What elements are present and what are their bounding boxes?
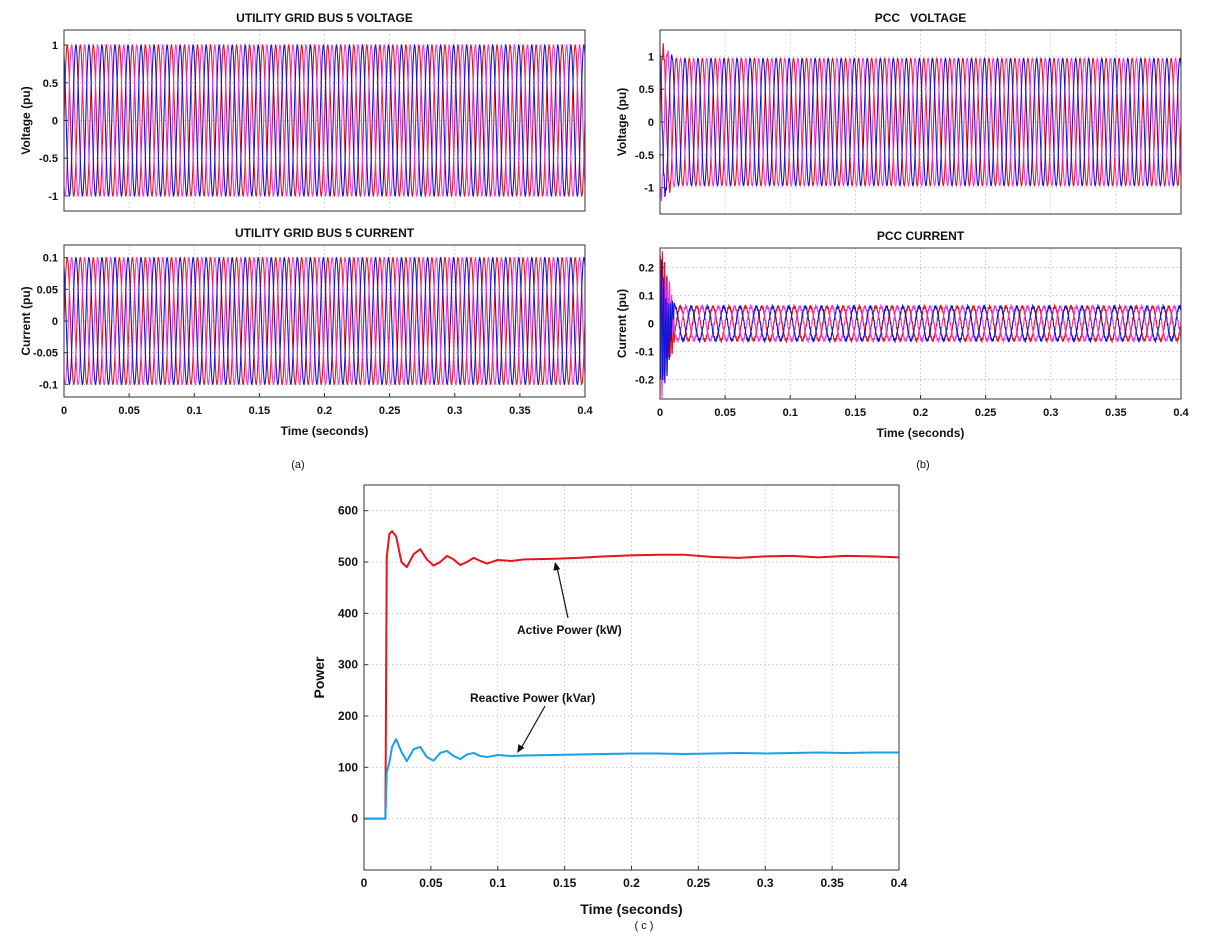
c_power-y-tick-label: 300 (338, 658, 358, 672)
a_voltage-y-tick-label: 0 (52, 116, 58, 128)
b_voltage-y-tick-label: -0.5 (635, 150, 654, 162)
a_current-y-tick-label: 0 (52, 316, 58, 328)
c_power-series-1-line (364, 530, 900, 820)
c_power-plot-border (363, 484, 900, 871)
a_current-caption: (a) (291, 459, 304, 471)
a_current-x-tick-label: 0.15 (249, 405, 270, 417)
c_power-x-tick-label: 0.25 (687, 876, 711, 890)
c_power-y-tick-label: 200 (338, 709, 358, 723)
c_power-x-tick-label: 0.4 (891, 876, 908, 890)
a_voltage-series-1-line (64, 43, 585, 198)
c_power-x-axis-label: Time (seconds) (580, 901, 682, 917)
a_voltage-y-tick-label: -1 (48, 191, 58, 203)
b_voltage-series-2-line (660, 49, 1181, 202)
a_voltage-y-tick-label: 0.5 (43, 78, 58, 90)
annotation-arrow-2 (519, 705, 546, 751)
b_current-x-tick-label: 0.05 (714, 407, 735, 419)
a_current-y-tick-label: -0.05 (33, 348, 58, 360)
a_current-title: UTILITY GRID BUS 5 CURRENT (235, 226, 415, 240)
a_current-x-tick-label: 0.1 (187, 405, 202, 417)
b_voltage-series-1-line (660, 43, 1181, 193)
b_current-plot-border (659, 247, 1182, 400)
c_power-series-2-line (364, 738, 899, 820)
annotation-arrowhead-2 (517, 744, 525, 754)
b_voltage-y-tick-label: 0 (648, 117, 654, 129)
c_power-y-axis-label: Power (311, 656, 327, 699)
c_power-x-tick-label: 0.2 (623, 876, 640, 890)
c_power-x-tick-label: 0.3 (757, 876, 774, 890)
a_voltage-plot-border (63, 29, 586, 212)
a_current-y-axis-label: Current (pu) (19, 286, 33, 355)
a_current-x-tick-label: 0.2 (317, 405, 332, 417)
a_current-series-3-line (64, 256, 585, 386)
b_voltage-y-tick-label: -1 (644, 183, 654, 195)
annotation-arrow-1 (556, 566, 569, 619)
a_voltage-series-2-line (64, 43, 585, 198)
a_voltage-y-tick-label: 1 (52, 40, 58, 52)
a_current-y-tick-label: 0.1 (43, 253, 58, 265)
b_current-y-tick-label: -0.1 (635, 346, 654, 358)
c_power-y-tick-label: 0 (351, 812, 358, 826)
b_current-x-tick-label: 0.15 (845, 407, 866, 419)
annotation-arrowhead-1 (553, 561, 561, 571)
b_current-y-tick-label: -0.2 (635, 374, 654, 386)
c_power-plot: 600 500 400 300 200 100 0 0 0.05 0.1 0.15 0.2 0.25 0.… (338, 484, 908, 890)
c_power-x-tick-label: 0.15 (553, 876, 577, 890)
b_voltage-y-tick-label: 0.5 (639, 84, 654, 96)
c_power-y-tick-label: 100 (338, 760, 358, 774)
a_current-series-1-line (64, 256, 585, 386)
a_current-x-tick-label: 0.05 (118, 405, 139, 417)
b_current-y-tick-label: 0.2 (639, 263, 654, 275)
c_power-x-tick-label: 0.1 (489, 876, 506, 890)
a_voltage-y-tick-label: -0.5 (39, 153, 58, 165)
a_current-x-axis-label: Time (seconds) (281, 424, 369, 438)
a_voltage-title: UTILITY GRID BUS 5 VOLTAGE (236, 11, 413, 25)
b_current-x-tick-label: 0.35 (1105, 407, 1126, 419)
c_power-x-tick-label: 0.05 (419, 876, 443, 890)
b_current-series-1-line (660, 251, 1181, 380)
a_current-series-2-line (64, 256, 585, 386)
b_current-y-tick-label: 0 (648, 319, 654, 331)
b_voltage-y-axis-label: Voltage (pu) (615, 88, 629, 156)
a_current-x-tick-label: 0.35 (509, 405, 530, 417)
b_current-x-tick-label: 0.1 (783, 407, 798, 419)
annotation-label-2: Reactive Power (kVar) (470, 691, 595, 705)
a_voltage-series-3-line (64, 43, 585, 198)
b_current-series-2-line (660, 273, 1181, 399)
c_power-x-tick-label: 0.35 (820, 876, 844, 890)
c_power-caption: ( c ) (635, 920, 654, 932)
c_power-y-tick-label: 400 (338, 606, 358, 620)
b_voltage-series-3-line (660, 50, 1181, 197)
b_current-title: PCC CURRENT (877, 229, 965, 243)
b_current-series-3-line (660, 259, 1181, 384)
c_power-x-tick-label: 0 (361, 876, 368, 890)
c_power-y-tick-label: 600 (338, 504, 358, 518)
annotation-label-1: Active Power (kW) (517, 623, 622, 637)
b_current-x-tick-label: 0.3 (1043, 407, 1058, 419)
b_current-x-axis-label: Time (seconds) (877, 426, 965, 440)
c_power-y-tick-label: 500 (338, 555, 358, 569)
b_current-x-tick-label: 0.25 (975, 407, 996, 419)
b_current-x-tick-label: 0.4 (1173, 407, 1189, 419)
b_voltage-title: PCC VOLTAGE (875, 11, 967, 25)
a_current-x-tick-label: 0.25 (379, 405, 400, 417)
a_current-y-tick-label: -0.1 (39, 379, 58, 391)
b_current-y-tick-label: 0.1 (639, 291, 654, 303)
a_current-x-tick-label: 0 (61, 405, 67, 417)
a_current-x-tick-label: 0.3 (447, 405, 462, 417)
b_current-caption: (b) (916, 459, 929, 471)
a_current-y-tick-label: 0.05 (37, 284, 58, 296)
a_voltage-y-axis-label: Voltage (pu) (19, 86, 33, 154)
a_current-x-tick-label: 0.4 (577, 405, 593, 417)
b_current-x-tick-label: 0.2 (913, 407, 928, 419)
b_voltage-plot-border (659, 29, 1182, 215)
b_current-x-tick-label: 0 (657, 407, 663, 419)
b_voltage-y-tick-label: 1 (648, 51, 654, 63)
a_current-plot-border (63, 244, 586, 398)
b_current-y-axis-label: Current (pu) (615, 289, 629, 358)
